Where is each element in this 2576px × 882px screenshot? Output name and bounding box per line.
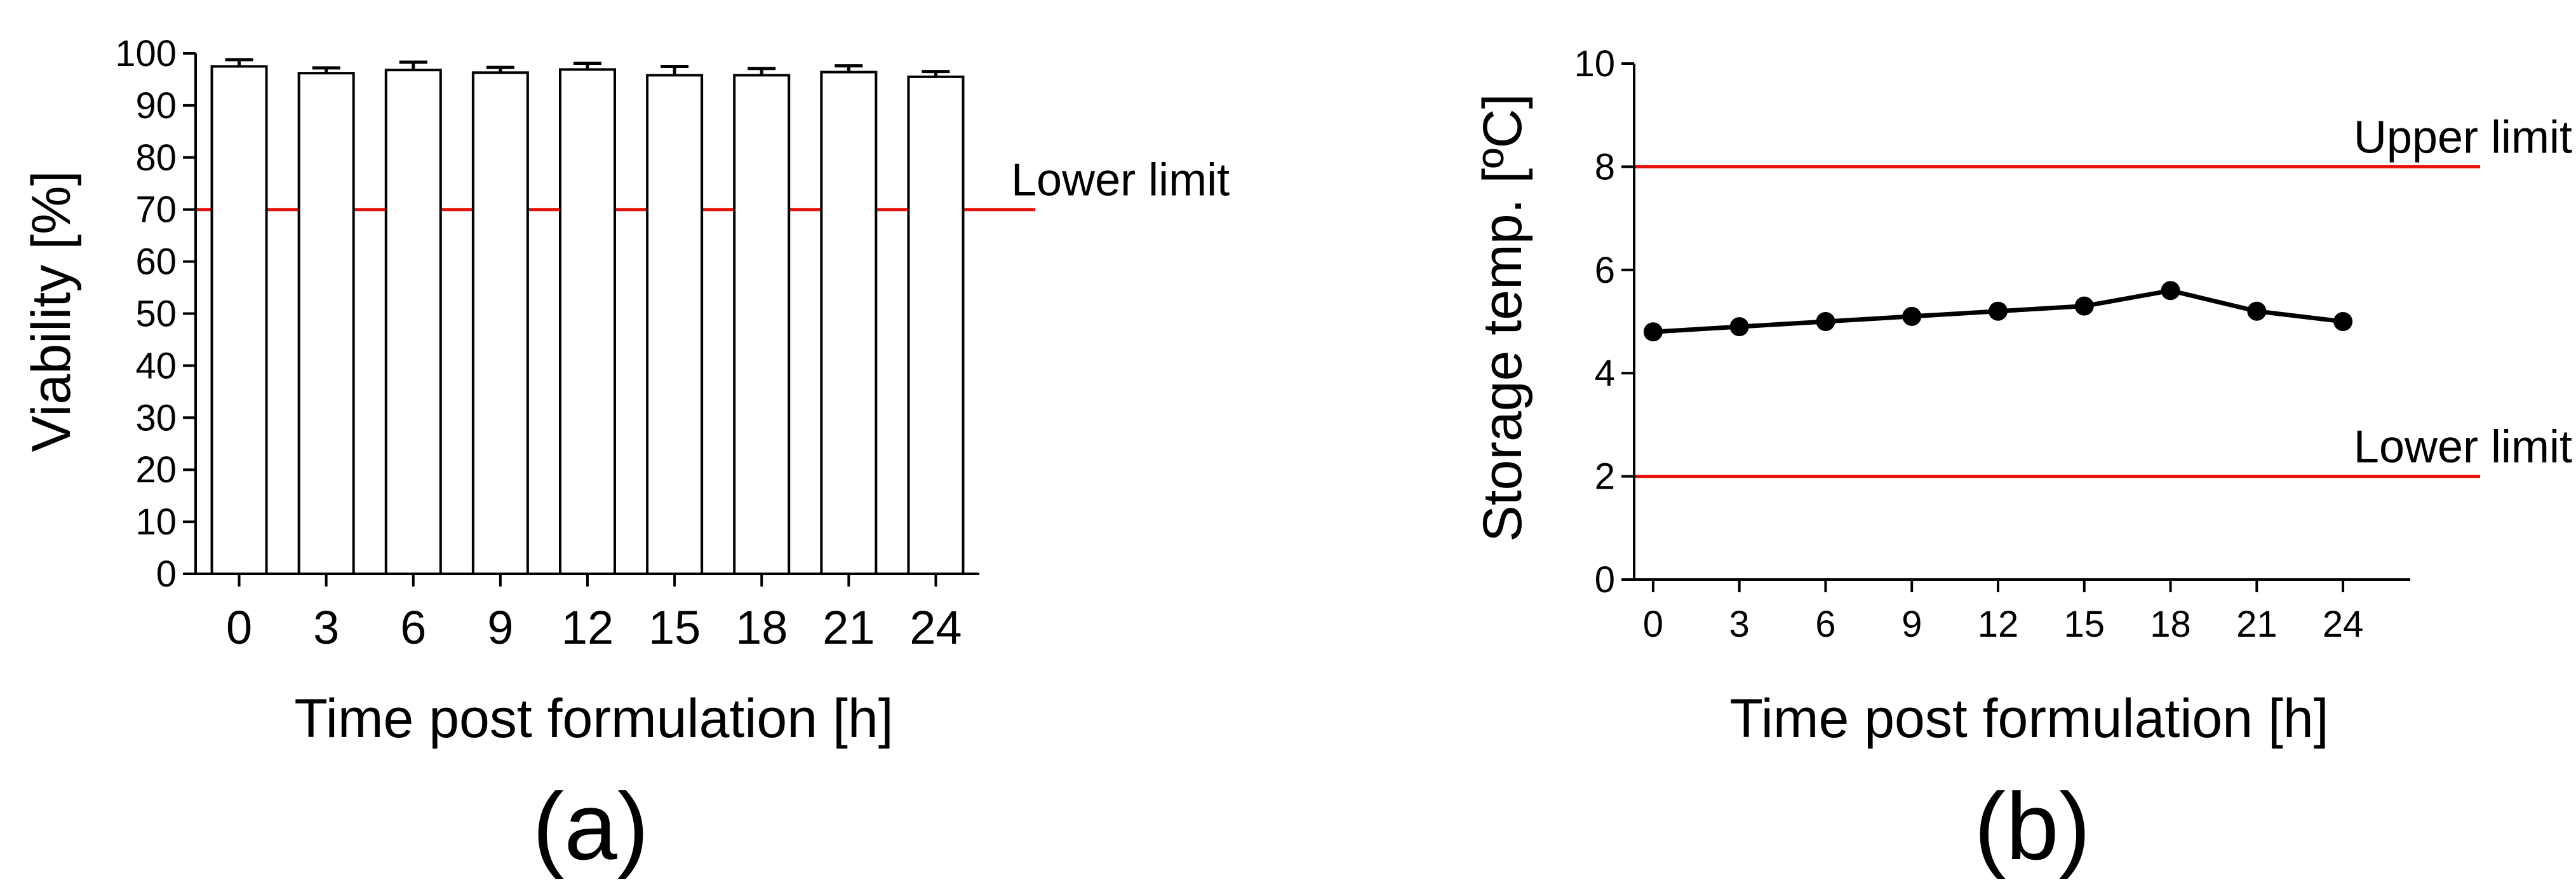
x-tick-label-a: 6 [400, 601, 426, 654]
x-tick-label-a: 9 [487, 601, 513, 654]
bar-24h [907, 75, 965, 576]
x-tick-label-b: 6 [1815, 604, 1835, 645]
x-axis-title-a: Time post formulation [h] [294, 688, 893, 749]
y-tick-label-a: 50 [135, 294, 177, 335]
x-axis-title-b: Time post formulation [h] [1729, 688, 2328, 749]
bar-21h [820, 71, 878, 575]
y-tick-label-a: 20 [135, 449, 177, 491]
x-tick-label-b: 3 [1729, 604, 1750, 645]
data-point-18h [2161, 281, 2180, 301]
lower-limit-label-a: Lower limit [1011, 155, 1230, 206]
bar-6h [384, 69, 442, 575]
y-tick-label-a: 0 [156, 553, 177, 595]
bar-3h [297, 72, 355, 575]
x-tick-label-b: 21 [2236, 604, 2277, 645]
upper-limit-label-b: Upper limit [2354, 112, 2572, 163]
y-axis-title-b: Storage temp. [ºC] [1472, 93, 1533, 541]
bar-15h [646, 74, 704, 575]
y-tick-label-a: 60 [135, 241, 177, 283]
x-tick-label-a: 18 [735, 601, 788, 654]
bar-9h [471, 71, 529, 576]
y-tick-label-a: 40 [135, 345, 177, 386]
x-tick-label-b: 24 [2323, 604, 2364, 645]
y-tick-label-b: 4 [1595, 353, 1615, 394]
data-point-6h [1816, 312, 1835, 331]
data-point-0h [1643, 322, 1663, 342]
y-axis-title-a: Viability [%] [21, 171, 82, 452]
x-tick-label-b: 12 [1978, 604, 2019, 645]
panel-label-a: (a) [532, 773, 648, 879]
data-point-24h [2333, 312, 2353, 331]
x-tick-label-a: 12 [561, 601, 614, 654]
y-tick-label-b: 2 [1595, 456, 1615, 498]
data-point-15h [2074, 296, 2094, 316]
y-tick-label-a: 30 [135, 397, 177, 438]
x-tick-label-a: 15 [648, 601, 701, 654]
data-point-3h [1729, 317, 1749, 337]
data-point-21h [2247, 301, 2267, 321]
data-point-9h [1902, 306, 1922, 326]
y-tick-label-a: 10 [135, 501, 177, 543]
bar-0h [210, 65, 268, 576]
lower-limit-label-b: Lower limit [2354, 422, 2572, 473]
x-tick-label-b: 18 [2150, 604, 2191, 645]
data-point-12h [1989, 301, 2008, 321]
bar-18h [733, 74, 791, 575]
panel-label-b: (b) [1974, 773, 2090, 879]
bar-12h [559, 68, 616, 576]
y-tick-label-a: 70 [135, 189, 177, 231]
y-tick-label-a: 80 [135, 137, 177, 179]
y-tick-label-b: 8 [1595, 146, 1615, 187]
x-tick-label-a: 21 [822, 601, 875, 654]
x-tick-label-a: 0 [226, 601, 252, 654]
x-tick-label-a: 3 [313, 601, 339, 654]
x-tick-label-a: 24 [909, 601, 962, 654]
x-tick-label-b: 0 [1643, 604, 1663, 645]
y-tick-label-b: 10 [1574, 43, 1615, 85]
x-tick-label-b: 9 [1902, 604, 1922, 645]
y-tick-label-a: 90 [135, 85, 177, 126]
y-tick-label-a: 100 [115, 33, 177, 74]
y-tick-label-b: 0 [1595, 559, 1615, 600]
y-tick-label-b: 6 [1595, 250, 1615, 291]
x-tick-label-b: 15 [2064, 604, 2105, 645]
